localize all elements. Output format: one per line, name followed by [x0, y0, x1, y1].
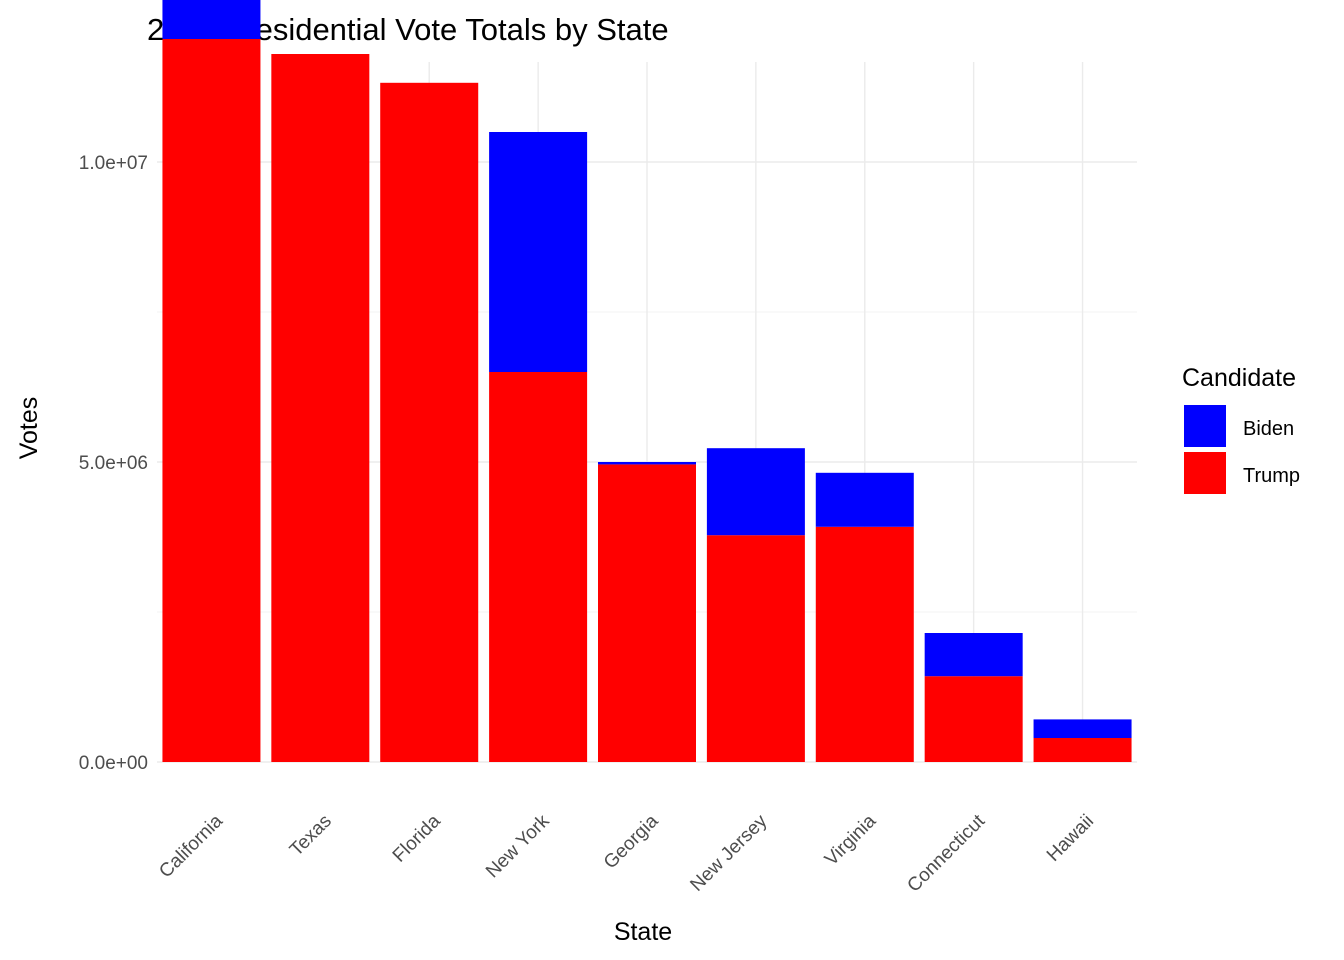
bar-trump-new-york	[489, 372, 588, 762]
legend-label-trump: Trump	[1243, 465, 1300, 487]
bar-biden-new-jersey	[706, 448, 805, 536]
legend: Candidate Biden Trump	[1182, 364, 1300, 494]
bar-biden-georgia	[598, 462, 696, 465]
legend-label-biden: Biden	[1243, 418, 1294, 440]
bar-trump-hawaii	[1033, 738, 1132, 762]
bar-trump-virginia	[815, 526, 914, 762]
bar-trump-florida	[380, 82, 479, 763]
bar-biden-virginia	[815, 472, 914, 527]
y-tick-label: 0.0e+00	[79, 753, 148, 774]
bar-biden-new-york	[489, 132, 588, 372]
bar-biden-connecticut	[924, 633, 1023, 677]
y-tick-label: 1.0e+07	[79, 153, 148, 174]
bar-trump-texas	[271, 54, 370, 762]
y-axis-title: Votes	[15, 397, 43, 460]
bars	[162, 0, 1132, 763]
legend-title: Candidate	[1182, 364, 1296, 392]
y-axis-ticks: 0.0e+005.0e+061.0e+071.5e+072.0e+07	[79, 153, 148, 774]
y-tick-label: 5.0e+06	[79, 453, 148, 474]
legend-swatch-biden	[1184, 405, 1226, 447]
x-axis-title: State	[614, 918, 672, 946]
legend-swatch-trump	[1184, 452, 1226, 494]
bar-trump-georgia	[598, 464, 696, 762]
bar-trump-california	[162, 39, 261, 762]
bar-trump-new-jersey	[706, 535, 805, 762]
bar-biden-hawaii	[1033, 719, 1132, 738]
bar-trump-connecticut	[924, 676, 1023, 762]
bar-biden-california	[162, 0, 261, 39]
